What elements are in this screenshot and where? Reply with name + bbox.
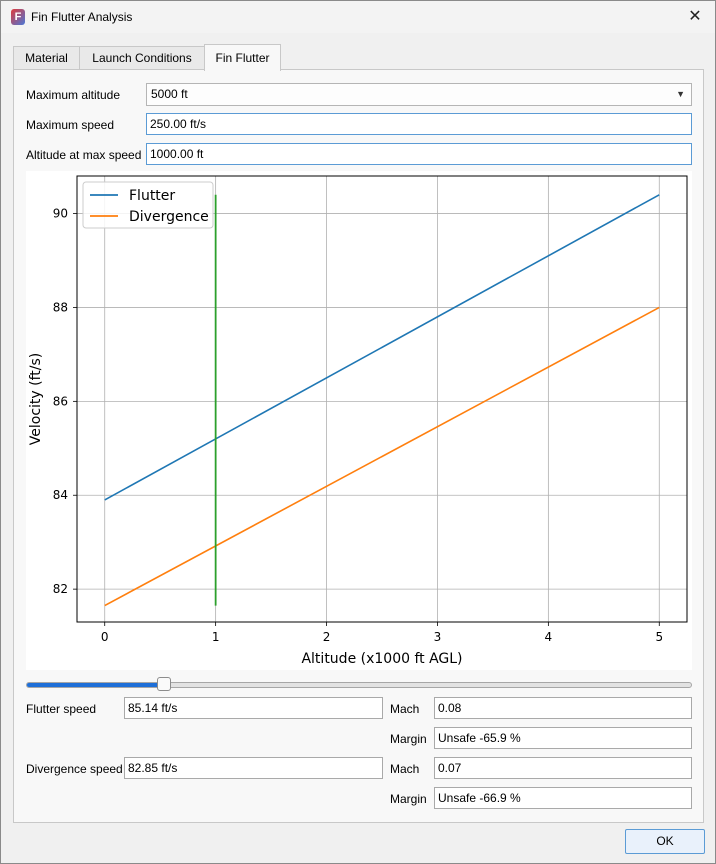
- divergence-speed-field[interactable]: 82.85 ft/s: [124, 757, 383, 779]
- chart-svg: 0 1 2 3 4 5 82 84 86 88 90 Altitude (x1000 ft AGL) V…: [28, 175, 688, 667]
- flutter-speed-field[interactable]: 85.14 ft/s: [124, 697, 383, 719]
- divergence-margin-label: Margin: [390, 792, 427, 806]
- legend-label-flutter: Flutter: [129, 188, 175, 204]
- series-line-divergence: [104, 306, 660, 607]
- x-tick-label: 2: [323, 630, 331, 644]
- title-bar: F Fin Flutter Analysis ✕: [1, 1, 715, 33]
- close-icon[interactable]: ✕: [688, 8, 702, 25]
- slider-fill: [27, 683, 165, 687]
- chevron-down-icon: ▼: [676, 89, 685, 99]
- x-tick-label: 3: [434, 630, 442, 644]
- max-speed-field[interactable]: 250.00 ft/s: [146, 113, 692, 135]
- series-line-flutter: [104, 194, 660, 501]
- flutter-chart: 0 1 2 3 4 5 82 84 86 88 90 Altitude (x1000 ft AGL) V…: [26, 171, 692, 670]
- slider-handle[interactable]: [157, 677, 171, 691]
- legend-label-divergence: Divergence: [129, 209, 209, 225]
- flutter-mach-field[interactable]: 0.08: [434, 697, 692, 719]
- x-tick-label: 5: [655, 630, 663, 644]
- tab-material[interactable]: Material: [13, 46, 80, 69]
- y-tick-label: 88: [53, 300, 68, 314]
- altitude-slider[interactable]: [26, 677, 692, 691]
- flutter-mach-label: Mach: [390, 702, 420, 716]
- divergence-mach-label: Mach: [390, 762, 420, 776]
- max-altitude-value: 5000 ft: [151, 87, 188, 101]
- y-tick-label: 84: [53, 488, 68, 502]
- divergence-speed-label: Divergence speed: [26, 762, 123, 776]
- plot-frame: [76, 175, 688, 623]
- slider-track: [26, 682, 692, 688]
- max-altitude-dropdown[interactable]: 5000 ft ▼: [146, 83, 692, 106]
- x-axis-label: Altitude (x1000 ft AGL): [301, 651, 462, 667]
- window-title: Fin Flutter Analysis: [31, 10, 133, 24]
- x-tick-label: 0: [101, 630, 109, 644]
- alt-at-max-speed-field[interactable]: 1000.00 ft: [146, 143, 692, 165]
- divergence-mach-field[interactable]: 0.07: [434, 757, 692, 779]
- y-axis-label: Velocity (ft/s): [28, 353, 44, 445]
- tab-launch-conditions[interactable]: Launch Conditions: [79, 46, 205, 69]
- app-logo-icon: F: [11, 9, 25, 25]
- flutter-margin-field[interactable]: Unsafe -65.9 %: [434, 727, 692, 749]
- y-tick-label: 82: [53, 582, 68, 596]
- tab-fin-flutter[interactable]: Fin Flutter: [204, 44, 281, 71]
- y-tick-label: 86: [53, 394, 68, 408]
- alt-at-max-speed-label: Altitude at max speed: [26, 148, 142, 162]
- max-speed-label: Maximum speed: [26, 118, 115, 132]
- ok-button[interactable]: OK: [625, 829, 705, 854]
- divergence-margin-field[interactable]: Unsafe -66.9 %: [434, 787, 692, 809]
- flutter-speed-label: Flutter speed: [26, 702, 97, 716]
- max-altitude-label: Maximum altitude: [26, 88, 121, 102]
- y-tick-label: 90: [53, 207, 68, 221]
- x-tick-label: 1: [212, 630, 220, 644]
- flutter-margin-label: Margin: [390, 732, 427, 746]
- x-tick-label: 4: [545, 630, 553, 644]
